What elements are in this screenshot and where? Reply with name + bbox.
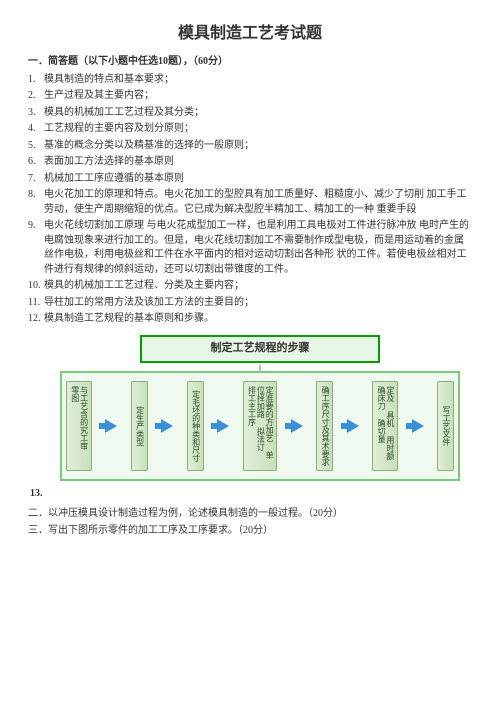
step-box: 定毛坯的种类和尺寸 bbox=[187, 381, 204, 471]
diagram-band: 与工艺含的究工审 零图 定生产类型 定毛坯的种类和尺寸 定准要的方加艺 单位择加… bbox=[60, 371, 460, 481]
question-list: 1.模具制造的特点和基本要求； 2.生产过程及其主要内容； 3.模具的机械加工工… bbox=[28, 73, 472, 327]
question-3: 三．写出下图所示零件的加工工序及工序要求。（20分） bbox=[28, 524, 472, 539]
question-2: 二．以冲压模具设计制造过程为例，论述模具制造的一般过程。（20分） bbox=[28, 507, 472, 522]
arrow-icon bbox=[105, 419, 117, 433]
list-item: 4.工艺规程的主要内容及划分原则； bbox=[28, 122, 472, 137]
step-box: 与工艺含的究工审 零图 bbox=[66, 381, 92, 471]
flowchart-diagram: 制定工艺规程的步骤 与工艺含的究工审 零图 定生产类型 定毛坯的种类和尺寸 定准… bbox=[48, 335, 472, 481]
step-box: 确工序尺寸及其术要求 bbox=[316, 381, 333, 471]
list-item: 6.表面加工方法选择的基本原则 bbox=[28, 155, 472, 170]
step-box: 写工艺文件 bbox=[437, 381, 454, 471]
list-item: 12.模具制造工艺规程的基本原则和步骤。 bbox=[28, 312, 472, 327]
step-box: 定及 具机 用时额 确床刀 确切量 bbox=[372, 381, 398, 471]
list-item: 1.模具制造的特点和基本要求； bbox=[28, 73, 472, 88]
page-title: 模具制造工艺考试题 bbox=[28, 22, 472, 45]
list-item: 3.模具的机械加工工艺过程及其分类； bbox=[28, 106, 472, 121]
arrow-icon bbox=[217, 419, 229, 433]
step-box: 定准要的方加艺 单位择加路 拟法订 排工主工序 bbox=[243, 381, 277, 471]
arrow-icon bbox=[291, 419, 303, 433]
diagram-title: 制定工艺规程的步骤 bbox=[140, 335, 380, 363]
footer-questions: 二．以冲压模具设计制造过程为例，论述模具制造的一般过程。（20分） 三．写出下图… bbox=[28, 507, 472, 538]
list-item: 2.生产过程及其主要内容； bbox=[28, 89, 472, 104]
list-item: 7.机械加工工序应遵循的基本原则 bbox=[28, 172, 472, 187]
list-item: 5.基准的概念分类以及精基准的选择的一般原则； bbox=[28, 139, 472, 154]
list-item: 9.电火花线切割加工原理 与电火花成型加工一样，也是利用工具电极对工件进行脉冲放… bbox=[28, 219, 472, 277]
arrow-icon bbox=[412, 419, 424, 433]
list-item: 8.电火花加工的原理和特点。电火花加工的型腔具有加工质量好、粗糙度小、减少了切削… bbox=[28, 188, 472, 217]
list-item: 10.模具的机械加工工艺过程、分类及主要内容； bbox=[28, 279, 472, 294]
step-box: 定生产类型 bbox=[131, 381, 148, 471]
item-13-marker: 13. bbox=[30, 487, 472, 502]
arrow-icon bbox=[161, 419, 173, 433]
list-item: 11.导柱加工的常用方法及该加工方法的主要目的； bbox=[28, 296, 472, 311]
arrow-icon bbox=[347, 419, 359, 433]
section1-heading: 一．简答题（以下小题中任选10题），（60分） bbox=[28, 55, 472, 70]
